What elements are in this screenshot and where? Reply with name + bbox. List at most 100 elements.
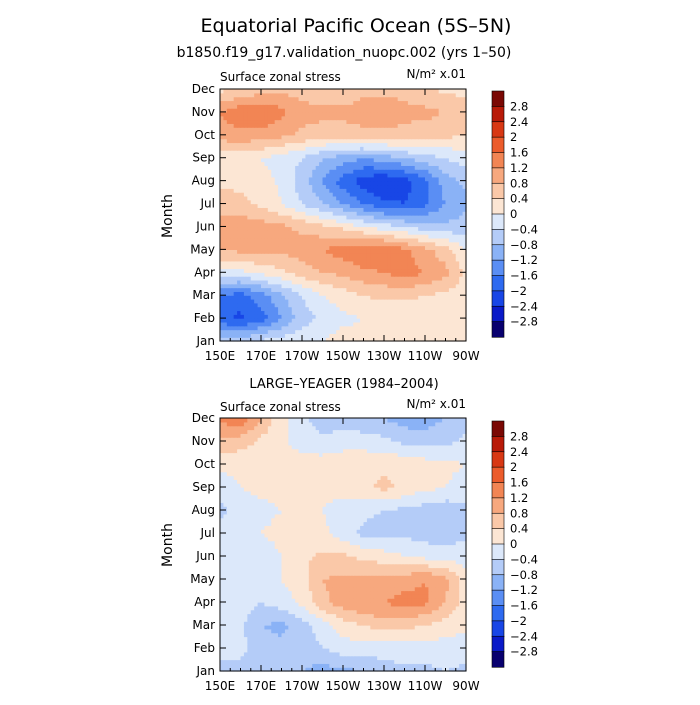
contour-cell bbox=[360, 150, 364, 154]
contour-cell bbox=[282, 112, 286, 116]
contour-cell bbox=[241, 93, 245, 97]
contour-cell bbox=[241, 142, 245, 146]
contour-cell bbox=[411, 97, 415, 101]
colorbar-label: 1.6 bbox=[510, 146, 528, 160]
contour-cell bbox=[278, 93, 282, 97]
contour-cell bbox=[432, 268, 436, 272]
contour-cell bbox=[381, 142, 385, 146]
contour-cell bbox=[452, 158, 456, 162]
contour-cell bbox=[384, 108, 388, 112]
contour-cell bbox=[394, 120, 398, 124]
contour-cell bbox=[237, 200, 241, 204]
contour-cell bbox=[435, 295, 439, 299]
contour-cell bbox=[442, 120, 446, 124]
contour-cell bbox=[340, 223, 344, 227]
contour-cell bbox=[312, 211, 316, 215]
contour-cell bbox=[220, 135, 224, 139]
contour-cell bbox=[381, 150, 385, 154]
contour-cell bbox=[415, 192, 419, 196]
contour-cell bbox=[319, 104, 323, 108]
contour-cell bbox=[323, 165, 327, 169]
contour-cell bbox=[282, 127, 286, 131]
contour-cell bbox=[319, 663, 323, 667]
contour-cell bbox=[227, 333, 231, 337]
contour-cell bbox=[456, 165, 460, 169]
contour-cell bbox=[292, 108, 296, 112]
contour-cell bbox=[394, 173, 398, 177]
contour-cell bbox=[302, 142, 306, 146]
contour-cell bbox=[435, 93, 439, 97]
contour-cell bbox=[282, 246, 286, 250]
colorbar-swatch bbox=[492, 322, 504, 338]
contour-cell bbox=[350, 120, 354, 124]
contour-cell bbox=[230, 89, 234, 93]
contour-cell bbox=[271, 314, 275, 318]
contour-cell bbox=[350, 177, 354, 181]
contour-cell bbox=[227, 326, 231, 330]
contour-cell bbox=[258, 284, 262, 288]
contour-cell bbox=[394, 307, 398, 311]
contour-cell bbox=[319, 131, 323, 135]
contour-cell bbox=[258, 219, 262, 223]
contour-cell bbox=[340, 108, 344, 112]
contour-cell bbox=[319, 177, 323, 181]
contour-cell bbox=[405, 299, 409, 303]
contour-cell bbox=[425, 135, 429, 139]
contour-cell bbox=[374, 104, 378, 108]
contour-cell bbox=[230, 112, 234, 116]
contour-cell bbox=[350, 242, 354, 246]
contour-cell bbox=[323, 196, 327, 200]
contour-cell bbox=[384, 100, 388, 104]
contour-cell bbox=[278, 261, 282, 265]
contour-cell bbox=[446, 127, 450, 131]
contour-cell bbox=[360, 219, 364, 223]
contour-cell bbox=[230, 272, 234, 276]
contour-cell bbox=[319, 310, 323, 314]
contour-cell bbox=[329, 93, 333, 97]
contour-cell bbox=[456, 238, 460, 242]
contour-cell bbox=[452, 104, 456, 108]
contour-cell bbox=[333, 261, 337, 265]
contour-cell bbox=[394, 146, 398, 150]
contour-cell bbox=[241, 284, 245, 288]
contour-cell bbox=[401, 246, 405, 250]
contour-cell bbox=[237, 253, 241, 257]
contour-cell bbox=[360, 146, 364, 150]
contour-cell bbox=[271, 89, 275, 93]
contour-cell bbox=[432, 326, 436, 330]
contour-cell bbox=[329, 127, 333, 131]
contour-cell bbox=[340, 314, 344, 318]
contour-cell bbox=[268, 146, 272, 150]
contour-cell bbox=[442, 146, 446, 150]
contour-cell bbox=[282, 280, 286, 284]
contour-cell bbox=[261, 169, 265, 173]
contour-cell bbox=[422, 204, 426, 208]
contour-cell bbox=[220, 303, 224, 307]
contour-cell bbox=[319, 272, 323, 276]
contour-cell bbox=[329, 181, 333, 185]
contour-cell bbox=[452, 204, 456, 208]
contour-cell bbox=[220, 89, 224, 93]
contour-cell bbox=[333, 142, 337, 146]
contour-cell bbox=[312, 268, 316, 272]
contour-cell bbox=[394, 249, 398, 253]
contour-cell bbox=[384, 333, 388, 337]
contour-cell bbox=[353, 303, 357, 307]
contour-cell bbox=[394, 333, 398, 337]
contour-cell bbox=[271, 215, 275, 219]
contour-cell bbox=[442, 249, 446, 253]
contour-cell bbox=[360, 314, 364, 318]
contour-cell bbox=[415, 173, 419, 177]
contour-cell bbox=[422, 127, 426, 131]
contour-cell bbox=[425, 322, 429, 326]
contour-cell bbox=[411, 234, 415, 238]
contour-cell bbox=[452, 230, 456, 234]
contour-cell bbox=[237, 139, 241, 143]
contour-cell bbox=[452, 162, 456, 166]
contour-cell bbox=[282, 154, 286, 158]
contour-cell bbox=[340, 169, 344, 173]
contour-cell bbox=[364, 223, 368, 227]
contour-cell bbox=[288, 116, 292, 120]
contour-cell bbox=[446, 234, 450, 238]
contour-cell bbox=[353, 253, 357, 257]
